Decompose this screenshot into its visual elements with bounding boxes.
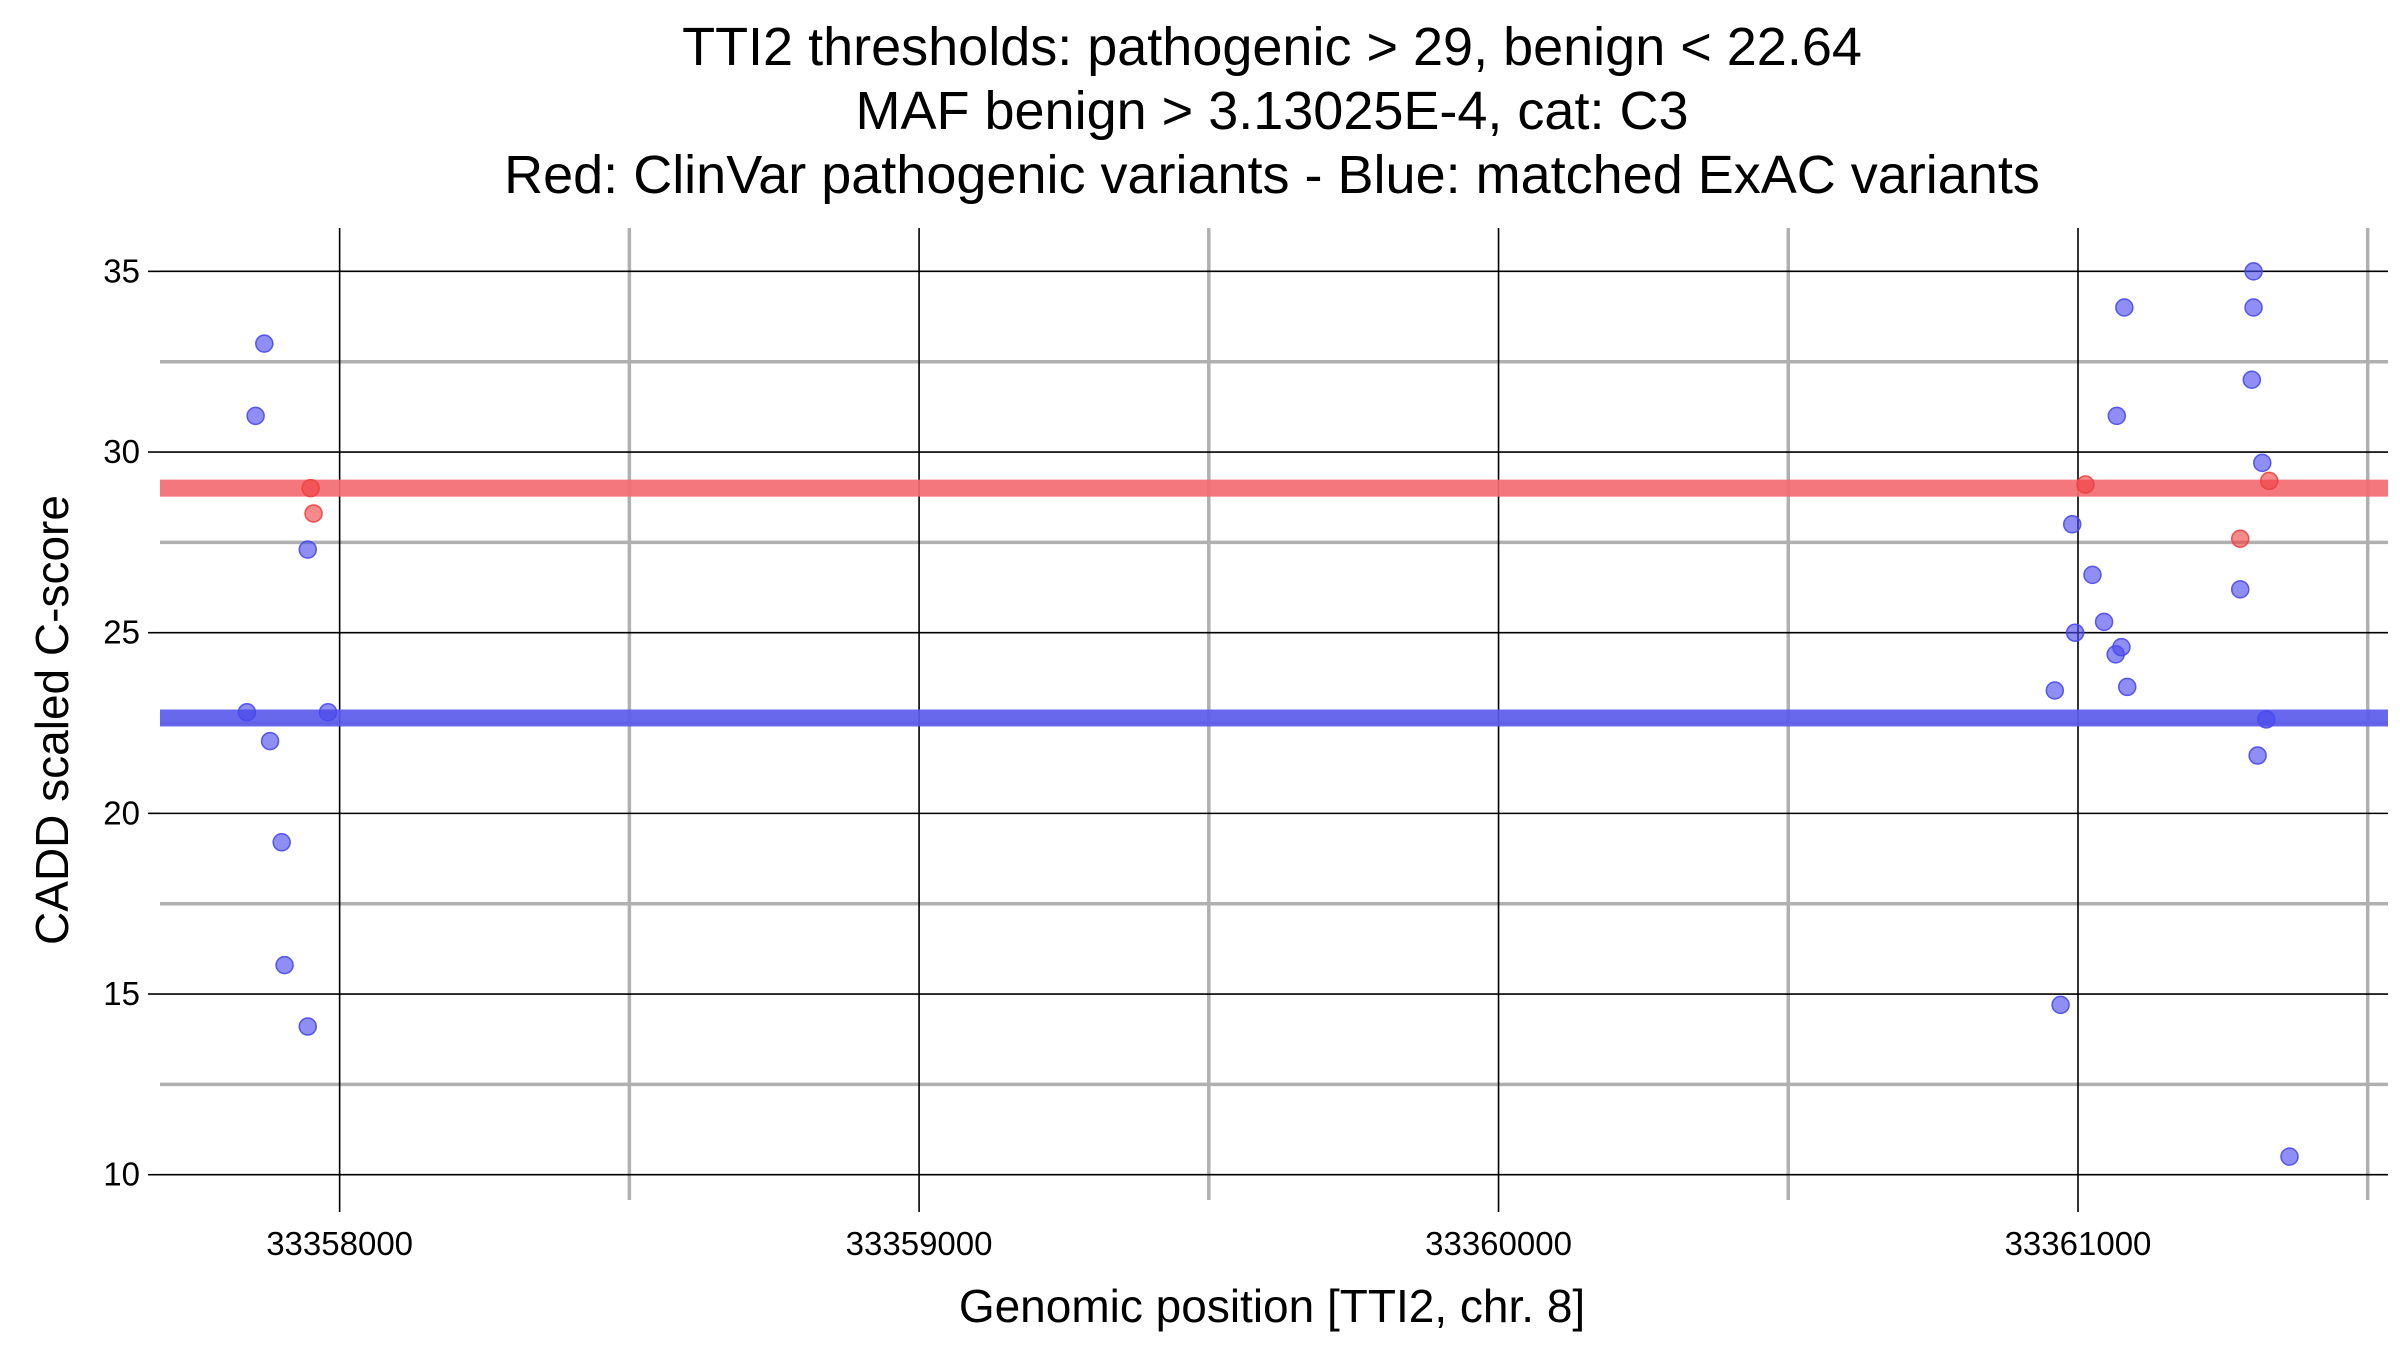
exac-point (255, 334, 274, 353)
exac-point (2257, 710, 2276, 729)
exac-point (2062, 515, 2082, 534)
clinvar-point (2259, 471, 2279, 491)
exac-point (2280, 1147, 2299, 1166)
exac-point (2045, 681, 2065, 700)
threshold-lines (160, 479, 2388, 727)
exac-point (2248, 746, 2267, 765)
y-tick-label: 25 (103, 614, 140, 651)
exac-point (2244, 262, 2263, 281)
exac-point (272, 833, 291, 852)
exac-point (2065, 623, 2085, 642)
exac-point (246, 406, 265, 426)
title-line-3: Red: ClinVar pathogenic variants - Blue:… (504, 145, 2040, 205)
exac-point (275, 955, 294, 975)
exac-point (2051, 995, 2070, 1015)
clinvar-point (301, 478, 320, 498)
y-tick-label: 20 (103, 794, 140, 831)
clinvar-point (2230, 529, 2250, 549)
y-tick-label: 35 (103, 252, 140, 289)
data-points (237, 262, 2299, 1166)
chart-title: TTI2 thresholds: pathogenic > 29, benign… (504, 17, 2040, 205)
exac-point (318, 702, 338, 722)
exac-point (237, 702, 257, 722)
x-tick-label: 33359000 (846, 1225, 993, 1262)
y-tick-label: 15 (103, 975, 140, 1012)
clinvar-point (304, 504, 323, 523)
title-line-1: TTI2 thresholds: pathogenic > 29, benign… (682, 17, 1862, 77)
exac-point (2115, 298, 2134, 317)
y-tick-label: 10 (103, 1156, 140, 1193)
exac-point (260, 731, 280, 751)
exac-point (2244, 298, 2263, 317)
exac-point (2253, 453, 2272, 473)
clinvar-point (2076, 475, 2095, 494)
x-tick-label: 33361000 (2005, 1225, 2152, 1262)
y-tick-label: 30 (103, 433, 140, 470)
exac-point (2242, 370, 2262, 390)
exac-point (298, 540, 318, 559)
y-axis-ticks: 10 15 20 25 30 35 (103, 252, 160, 1193)
x-tick-label: 33360000 (1425, 1225, 1572, 1262)
x-axis-ticks: 33358000 33359000 33360000 33361000 (266, 1200, 2151, 1262)
exac-point (298, 1017, 318, 1036)
exac-point (2117, 677, 2137, 697)
x-tick-label: 33358000 (266, 1225, 413, 1262)
exac-point (2094, 612, 2114, 632)
exac-point (2083, 565, 2102, 585)
exac-point (2106, 645, 2125, 664)
exac-point (2107, 406, 2127, 426)
title-line-2: MAF benign > 3.13025E-4, cat: C3 (856, 81, 1689, 141)
y-axis-title: CADD scaled C-score (26, 495, 78, 945)
x-axis-title: Genomic position [TTI2, chr. 8] (959, 1280, 1585, 1332)
exac-point (2230, 580, 2250, 599)
